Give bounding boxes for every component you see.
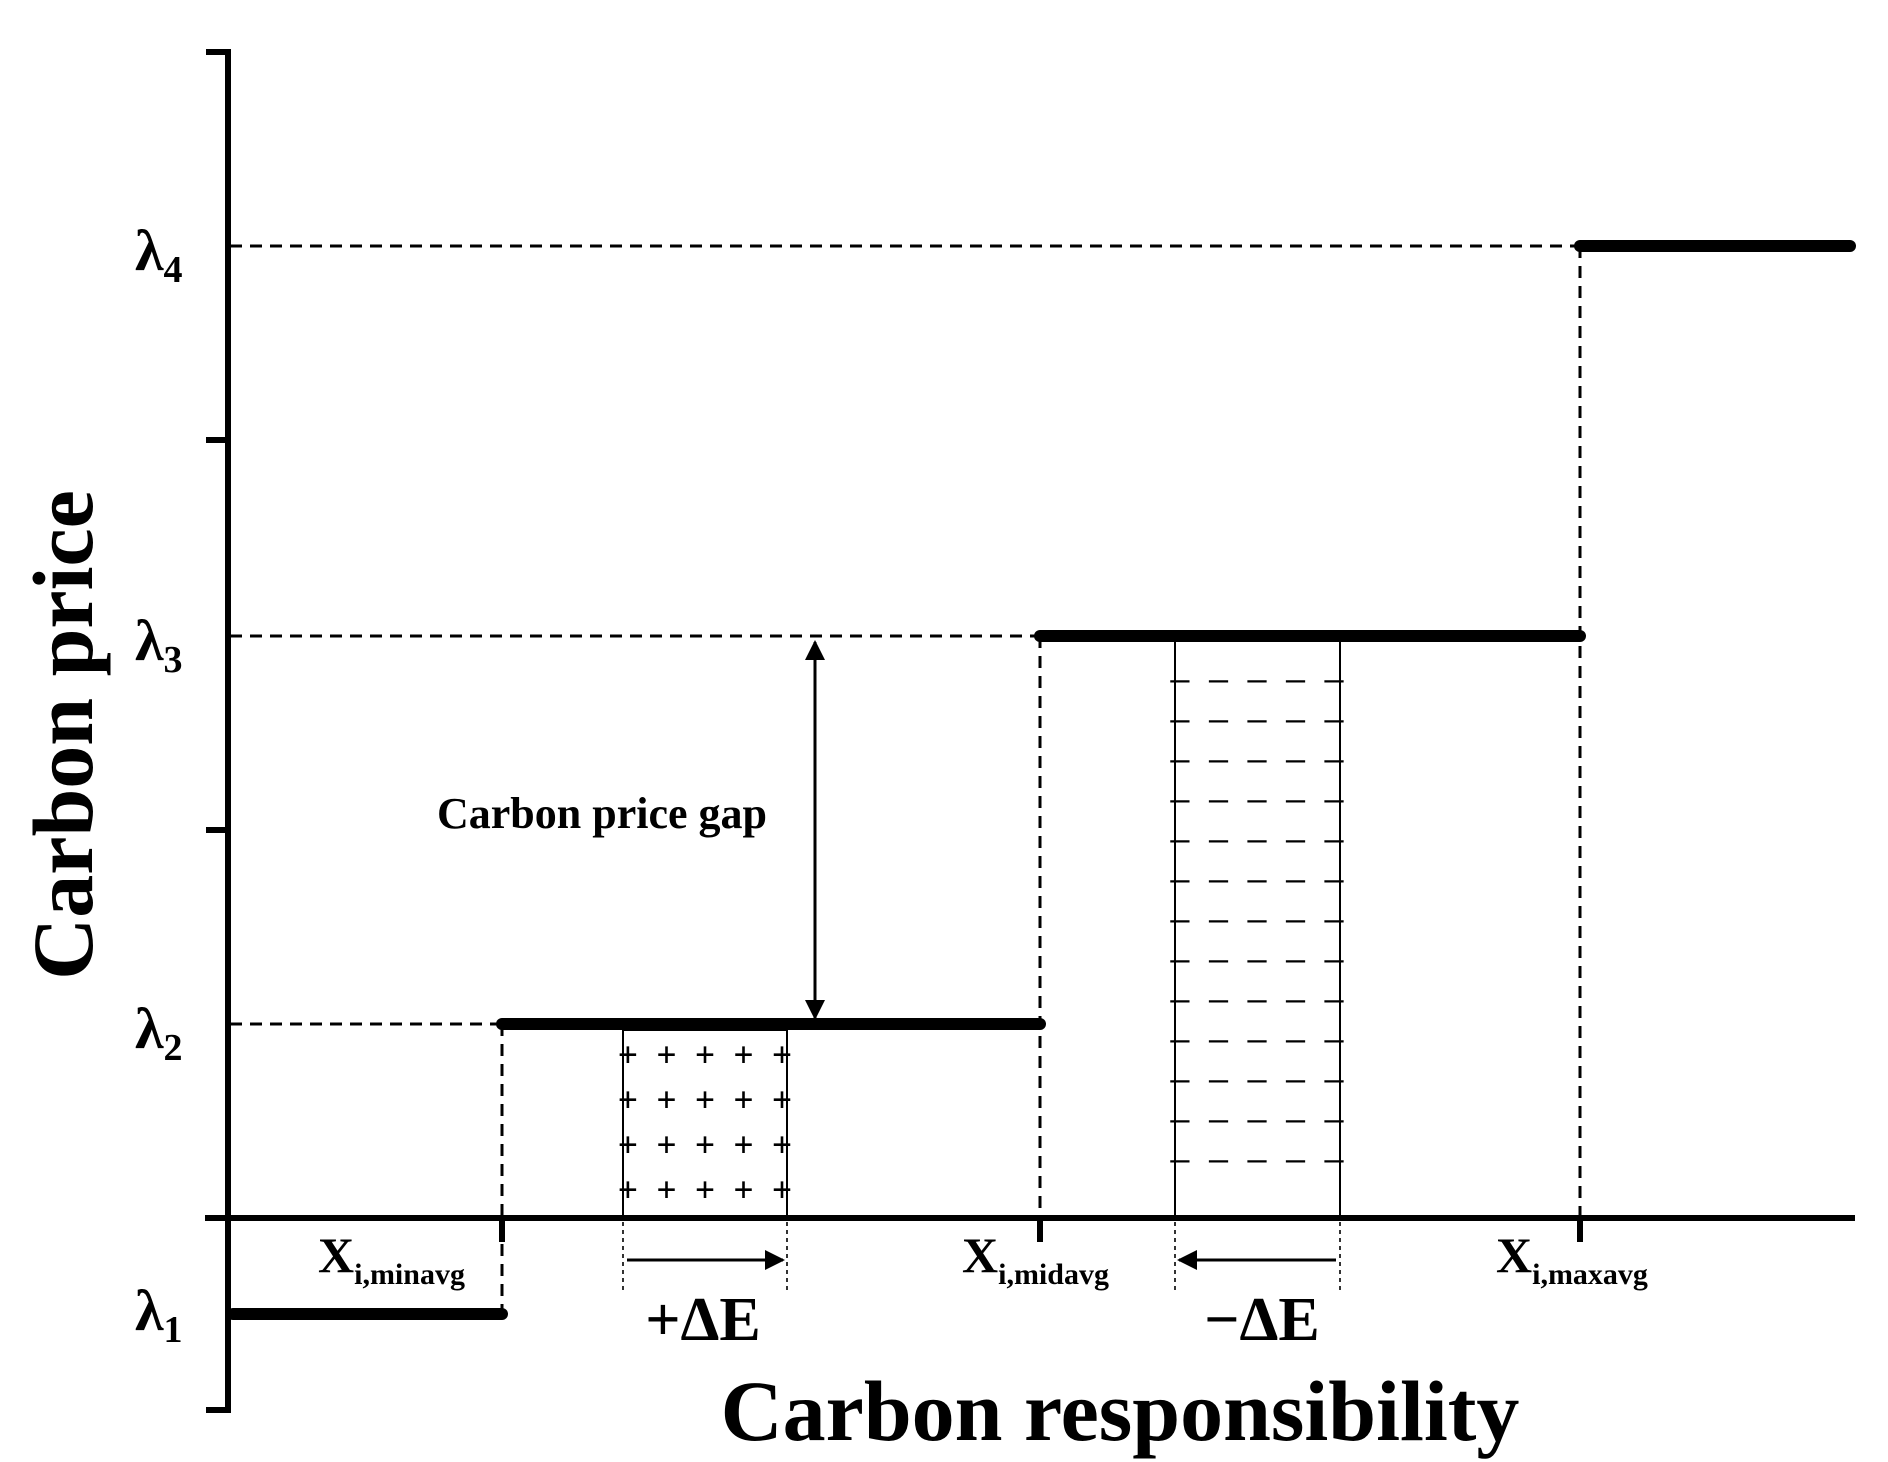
minus-mark-row: – – – – – [1170,940,1344,978]
plus-mark-row: + + + + + [618,1170,791,1208]
decrease-region: – – – – –– – – – –– – – – –– – – – –– – … [1170,640,1344,1218]
minus-mark-row: – – – – – [1170,660,1344,698]
threshold-maxavg-label: Xi,maxavg [1496,1227,1648,1291]
x-axis-title: Carbon responsibility [721,1363,1520,1459]
minus-mark-row: – – – – – [1170,900,1344,938]
threshold-minavg-label: Xi,minavg [318,1227,465,1291]
minus-mark-row: – – – – – [1170,1060,1344,1098]
minus-mark-row: – – – – – [1170,1140,1344,1178]
minus-mark-row: – – – – – [1170,980,1344,1018]
lambda-3-label: λ3 [135,608,183,681]
minus-mark-row: – – – – – [1170,1020,1344,1058]
increase-arrow [622,1222,788,1292]
price-gap-label: Carbon price gap [437,789,767,838]
plus-mark-row: + + + + + [618,1125,791,1163]
threshold-guides [500,246,1582,1310]
lambda-4-label: λ4 [135,218,183,291]
threshold-midavg-label: Xi,midavg [962,1227,1109,1291]
increase-label: +ΔE [645,1286,761,1354]
decrease-arrow [1174,1222,1341,1292]
increase-region: + + + + + + + + + + + + + + + + + + + + [618,1029,792,1219]
lambda-1-label: λ1 [135,1278,183,1351]
minus-mark-row: – – – – – [1170,780,1344,818]
x-axis [205,1215,1855,1242]
minus-mark-row: – – – – – [1170,1100,1344,1138]
minus-mark-row: – – – – – [1170,860,1344,898]
price-steps [227,240,1856,1320]
minus-mark-row: – – – – – [1170,740,1344,778]
minus-mark-row: – – – – – [1170,820,1344,858]
price-guides [230,244,1580,1026]
y-axis-title: Carbon price [15,490,111,980]
lambda-2-label: λ2 [135,996,183,1069]
minus-mark-row: – – – – – [1170,700,1344,738]
plus-mark-row: + + + + + [618,1035,791,1073]
decrease-label: −ΔE [1204,1286,1320,1354]
plus-mark-row: + + + + + [618,1080,791,1118]
y-axis [206,49,231,1413]
